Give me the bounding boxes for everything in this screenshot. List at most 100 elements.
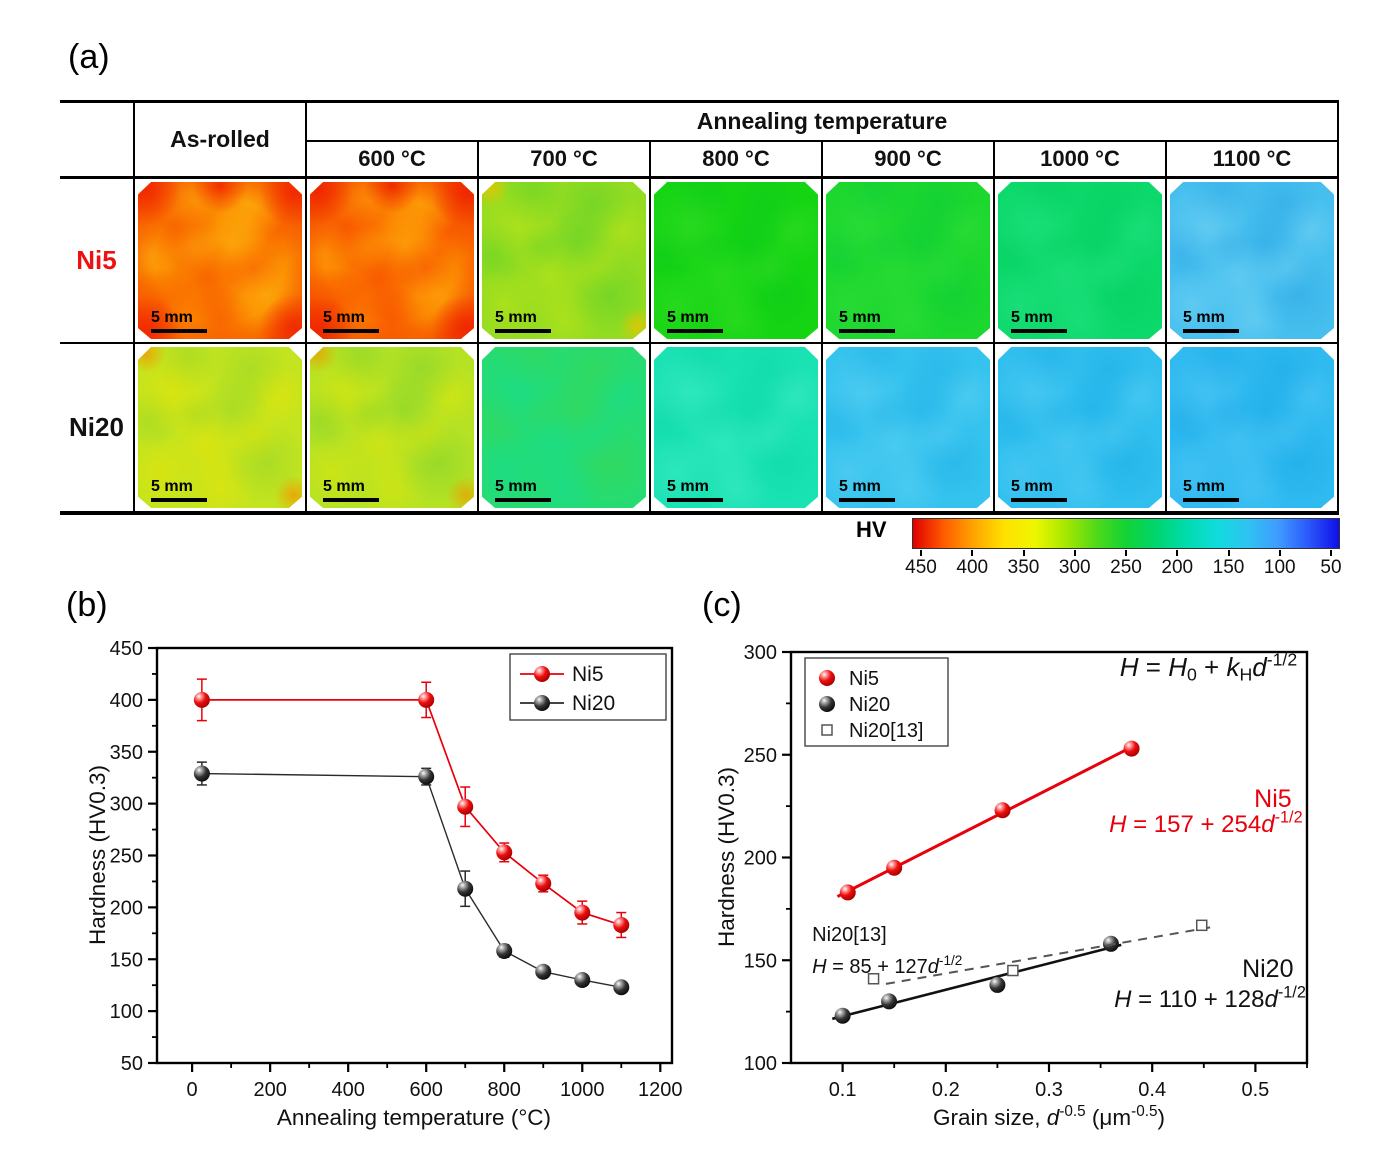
- svg-text:0.5: 0.5: [1241, 1079, 1269, 1101]
- colorbar-tick-mark: [1227, 550, 1230, 556]
- svg-text:Grain size, d-0.5 (μm-0.5): Grain size, d-0.5 (μm-0.5): [933, 1103, 1165, 1130]
- annotation-ni5-label: Ni5: [1254, 785, 1292, 813]
- colorbar-tick-mark: [1330, 550, 1332, 556]
- scale-bar-line: [323, 497, 379, 502]
- hardness-map: 5 mm: [138, 347, 302, 508]
- annealing-temperature-header: Annealing temperature: [307, 103, 1339, 142]
- svg-text:Hardness (HV0.3): Hardness (HV0.3): [85, 765, 110, 945]
- colorbar-tick-mark: [920, 550, 922, 556]
- scale-bar-label: 5 mm: [151, 477, 193, 495]
- scale-bar: 5 mm: [1183, 308, 1239, 333]
- svg-text:600: 600: [410, 1079, 443, 1101]
- scale-bar-label: 5 mm: [1183, 308, 1225, 326]
- colorbar-tick-label: 200: [1161, 557, 1194, 578]
- svg-text:300: 300: [744, 642, 777, 664]
- svg-text:0.1: 0.1: [829, 1079, 857, 1101]
- colorbar-tick-label: 450: [905, 557, 937, 578]
- scale-bar: 5 mm: [839, 308, 895, 333]
- svg-text:150: 150: [110, 949, 143, 971]
- hardness-map: 5 mm: [310, 347, 474, 508]
- legend: Ni5 Ni20: [509, 653, 667, 721]
- scale-bar: 5 mm: [151, 309, 207, 333]
- colorbar-ticks: 450 400 350 300 250 200 150 100 50: [905, 550, 1342, 580]
- svg-text:0.4: 0.4: [1138, 1079, 1166, 1101]
- legend: Ni5 Ni20 Ni20[13]: [804, 657, 949, 747]
- svg-text:250: 250: [110, 846, 143, 868]
- series-ni20: [193, 761, 630, 996]
- svg-text:400: 400: [331, 1079, 364, 1101]
- map-cell: 5 mm: [1167, 344, 1339, 511]
- colorbar-tick-mark: [1125, 550, 1127, 556]
- colorbar-tick-label: 50: [1320, 557, 1342, 578]
- scale-bar-line: [323, 328, 379, 333]
- colorbar-tick-label: 300: [1058, 557, 1091, 578]
- svg-text:Ni5: Ni5: [849, 668, 879, 690]
- hardness-map: 5 mm: [826, 182, 990, 339]
- scale-bar-line: [1183, 328, 1239, 333]
- map-cell: 5 mm: [651, 344, 823, 511]
- map-cell: 5 mm: [823, 344, 995, 511]
- scale-bar-label: 5 mm: [667, 477, 709, 495]
- scale-bar-label: 5 mm: [495, 477, 537, 495]
- scale-bar-label: 5 mm: [1011, 477, 1053, 495]
- svg-text:100: 100: [110, 1001, 143, 1023]
- scale-bar-line: [151, 497, 207, 502]
- svg-text:0.3: 0.3: [1035, 1079, 1063, 1101]
- svg-text:Hardness (HV0.3): Hardness (HV0.3): [714, 767, 739, 947]
- map-cell: 5 mm: [651, 179, 823, 344]
- hardness-map: 5 mm: [654, 347, 818, 508]
- series-ni20: [831, 935, 1122, 1024]
- row-label-ni5: Ni5: [60, 179, 135, 344]
- svg-text:350: 350: [110, 742, 143, 764]
- hardness-map: 5 mm: [1170, 182, 1334, 339]
- scale-bar-label: 5 mm: [667, 308, 709, 326]
- hardness-map: 5 mm: [998, 182, 1162, 339]
- scale-bar: 5 mm: [667, 477, 723, 502]
- series-ni5: [836, 740, 1140, 901]
- colorbar-tick-mark: [1073, 550, 1076, 556]
- svg-text:Ni20[13]: Ni20[13]: [849, 720, 924, 742]
- scale-bar-line: [495, 497, 551, 502]
- svg-text:200: 200: [110, 897, 143, 919]
- svg-text:1200: 1200: [638, 1079, 683, 1101]
- hardness-map: 5 mm: [654, 182, 818, 339]
- scale-bar: 5 mm: [1183, 477, 1239, 502]
- row-label-ni20: Ni20: [60, 344, 135, 511]
- chart-b-hardness-vs-temperature: 0 200 400 600 800 1000 1200 50 100 150 200 250 300 35…: [85, 638, 683, 1130]
- svg-text:0.2: 0.2: [932, 1079, 960, 1101]
- scale-bar: 5 mm: [667, 308, 723, 333]
- annotation-ni5-equation: H = 157 + 254d-1/2: [1109, 808, 1303, 838]
- colorbar-tick-label: 250: [1110, 557, 1142, 578]
- temp-header-1100: 1100 °C: [1167, 142, 1339, 179]
- svg-text:800: 800: [488, 1079, 521, 1101]
- annotation-ni20ref-label: Ni20[13]: [812, 924, 887, 946]
- colorbar-tick-label: 100: [1263, 557, 1296, 578]
- scale-bar-line: [1011, 328, 1067, 333]
- scale-bar: 5 mm: [495, 477, 551, 502]
- scale-bar: 5 mm: [323, 478, 379, 502]
- annotation-ni20-equation: H = 110 + 128d-1/2: [1114, 984, 1306, 1014]
- hardness-map: 5 mm: [310, 182, 474, 339]
- series-ni2013: [867, 919, 1217, 985]
- colorbar-tick-mark: [1176, 550, 1179, 556]
- svg-text:Ni5: Ni5: [572, 663, 604, 686]
- svg-text:Annealing temperature (°C): Annealing temperature (°C): [277, 1105, 551, 1130]
- panel-a-label: (a): [68, 38, 110, 76]
- hardness-map: 5 mm: [1170, 347, 1334, 508]
- colorbar-tick-mark: [1278, 550, 1281, 556]
- svg-text:200: 200: [253, 1079, 286, 1101]
- hardness-map: 5 mm: [482, 347, 646, 508]
- svg-text:1000: 1000: [560, 1079, 605, 1101]
- as-rolled-header: As-rolled: [135, 103, 307, 179]
- temp-header-700: 700 °C: [479, 142, 651, 179]
- scale-bar-line: [839, 497, 895, 502]
- panel-c-label: (c): [702, 586, 742, 624]
- scale-bar-label: 5 mm: [839, 308, 881, 326]
- series-ni5: [193, 678, 630, 939]
- map-cell: 5 mm: [135, 179, 307, 344]
- scale-bar-line: [667, 497, 723, 502]
- map-cell: 5 mm: [823, 179, 995, 344]
- map-cell: 5 mm: [1167, 179, 1339, 344]
- scale-bar-label: 5 mm: [1183, 477, 1225, 495]
- scale-bar: 5 mm: [1011, 309, 1067, 333]
